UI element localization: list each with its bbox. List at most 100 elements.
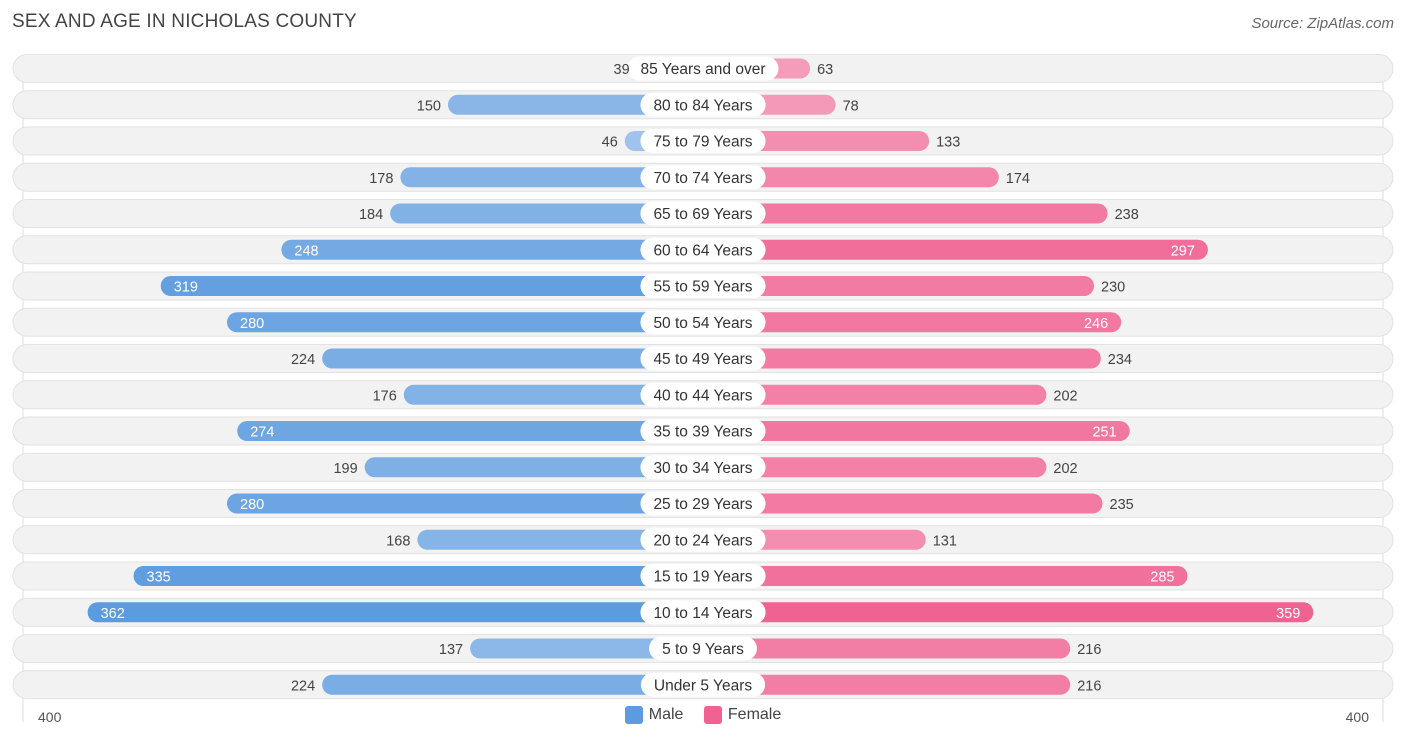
female-value-label: 131 [933, 533, 957, 549]
female-value-label: 202 [1053, 461, 1077, 477]
legend-label-male: Male [648, 706, 684, 723]
category-pill [640, 672, 766, 697]
category-label: 25 to 29 Years [653, 496, 752, 513]
female-swatch [703, 706, 722, 724]
male-bar[interactable] [417, 529, 703, 550]
female-value-label: 202 [1053, 388, 1077, 404]
chart-row: 20 to 24 Years 168 131 [12, 525, 1394, 555]
female-bar[interactable] [703, 493, 1103, 514]
female-bar[interactable] [703, 674, 1071, 695]
category-pill [640, 382, 766, 407]
category-pill [640, 419, 766, 443]
chart-row: Under 5 Years 224 216 [12, 670, 1394, 700]
female-bar[interactable] [703, 384, 1047, 405]
category-label: 45 to 49 Years [653, 351, 752, 368]
category-pill [649, 636, 757, 661]
category-pill [640, 310, 766, 335]
female-value-label: 174 [1006, 171, 1030, 187]
female-value-label: 78 [843, 98, 859, 114]
legend-label-female: Female [727, 706, 782, 723]
male-bar[interactable] [364, 457, 703, 478]
female-bar[interactable] [703, 276, 1094, 296]
male-bar[interactable] [227, 312, 703, 333]
male-bar[interactable] [322, 674, 703, 695]
male-value-label: 362 [101, 606, 125, 622]
female-value-label: 63 [817, 62, 833, 78]
male-value-label: 224 [291, 352, 315, 368]
chart-row: 10 to 14 Years 362 359 [12, 597, 1394, 627]
category-pill [640, 274, 766, 298]
category-label: 5 to 9 Years [662, 641, 744, 658]
female-bar[interactable] [703, 421, 1130, 441]
male-value-label: 280 [240, 316, 264, 332]
male-bar[interactable] [160, 276, 703, 296]
chart-row: 85 Years and over 39 63 [12, 54, 1394, 83]
category-pill [640, 491, 766, 516]
female-bar[interactable] [703, 312, 1122, 333]
category-label: 30 to 34 Years [653, 460, 752, 477]
male-value-label: 224 [291, 678, 315, 694]
chart-row: 45 to 49 Years 224 234 [12, 344, 1394, 373]
male-value-label: 39 [614, 62, 630, 78]
category-label: 70 to 74 Years [653, 170, 752, 187]
category-label: 80 to 84 Years [653, 97, 752, 114]
male-bar[interactable] [133, 566, 704, 586]
category-pill [640, 346, 766, 371]
female-value-label: 297 [1171, 243, 1195, 259]
category-label: 75 to 79 Years [653, 134, 752, 151]
male-value-label: 137 [439, 642, 463, 658]
female-value-label: 251 [1092, 425, 1116, 441]
male-bar[interactable] [237, 421, 703, 441]
male-bar[interactable] [87, 602, 704, 623]
chart-row: 60 to 64 Years 248 297 [12, 235, 1394, 265]
female-bar[interactable] [703, 638, 1071, 659]
category-label: 10 to 14 Years [653, 605, 752, 622]
chart-row: 30 to 34 Years 199 202 [12, 452, 1394, 482]
male-value-label: 168 [386, 533, 410, 549]
chart-row: 50 to 54 Years 280 246 [12, 307, 1394, 337]
male-bar[interactable] [281, 239, 703, 260]
legend-item-male[interactable]: Male [624, 706, 684, 724]
category-pill [640, 237, 766, 262]
male-bar[interactable] [390, 203, 703, 224]
male-value-label: 274 [250, 425, 274, 441]
male-bar[interactable] [403, 384, 703, 405]
male-value-label: 150 [417, 98, 441, 114]
category-label: 35 to 39 Years [653, 424, 752, 441]
female-bar[interactable] [703, 203, 1108, 224]
male-value-label: 199 [333, 461, 357, 477]
male-value-label: 184 [359, 207, 383, 223]
category-pill [640, 201, 766, 226]
chart-row: 75 to 79 Years 46 133 [12, 126, 1394, 156]
male-value-label: 46 [602, 135, 618, 151]
male-value-label: 248 [294, 243, 318, 259]
female-value-label: 235 [1110, 497, 1134, 513]
male-value-label: 280 [240, 497, 264, 513]
male-bar[interactable] [322, 348, 703, 369]
category-label: 20 to 24 Years [653, 532, 752, 549]
female-bar[interactable] [703, 602, 1314, 623]
female-bar[interactable] [703, 348, 1101, 369]
category-pill [640, 165, 766, 190]
category-label: Under 5 Years [654, 677, 752, 694]
male-value-label: 176 [373, 388, 397, 404]
category-pill [640, 600, 766, 625]
female-value-label: 246 [1084, 316, 1108, 332]
category-pill [640, 92, 766, 117]
male-bar[interactable] [227, 493, 703, 514]
chart-row: 40 to 44 Years 176 202 [12, 380, 1394, 410]
female-bar[interactable] [703, 566, 1188, 586]
legend-item-female[interactable]: Female [703, 706, 782, 724]
female-bar[interactable] [703, 239, 1208, 260]
category-label: 55 to 59 Years [653, 279, 752, 296]
male-bar[interactable] [400, 167, 703, 188]
female-bar[interactable] [703, 167, 999, 188]
chart-row: 25 to 29 Years 280 235 [12, 489, 1394, 518]
category-pill [640, 129, 766, 153]
chart-row: 80 to 84 Years 150 78 [12, 90, 1394, 120]
female-bar[interactable] [703, 457, 1047, 478]
chart-row: 35 to 39 Years 274 251 [12, 416, 1394, 446]
male-bar[interactable] [470, 638, 703, 659]
male-bar[interactable] [448, 94, 703, 115]
male-swatch [624, 706, 643, 724]
